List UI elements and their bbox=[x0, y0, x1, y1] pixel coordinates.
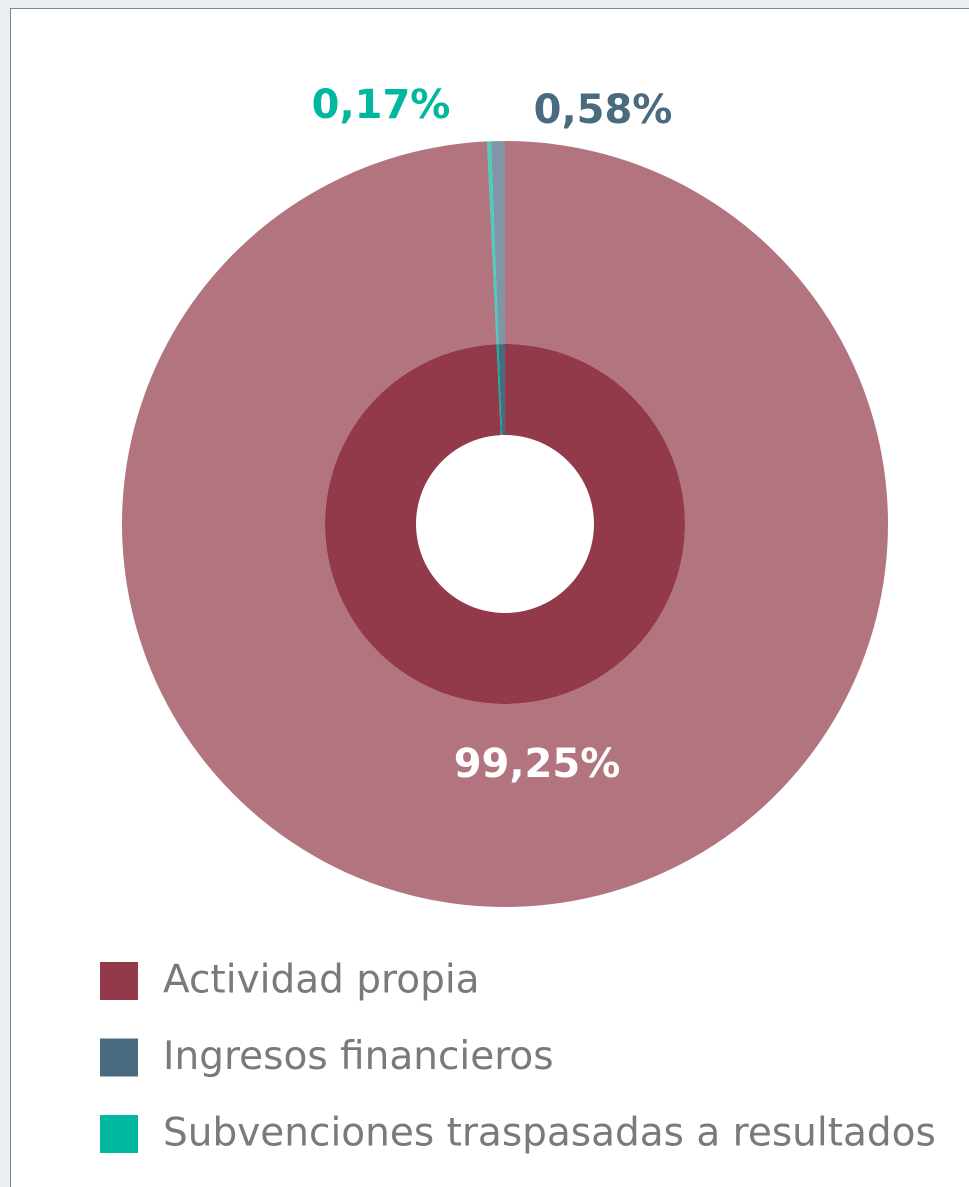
legend-swatch bbox=[100, 962, 138, 1000]
legend-label: Actividad propia bbox=[163, 958, 480, 1003]
data-label: 0,58% bbox=[534, 87, 673, 133]
inner-slice bbox=[496, 344, 502, 436]
data-label: 0,17% bbox=[312, 82, 451, 128]
inner-slice bbox=[498, 344, 505, 436]
outer-slice bbox=[486, 141, 499, 345]
legend-swatch bbox=[100, 1115, 138, 1153]
legend-swatch bbox=[100, 1038, 138, 1077]
outer-slice bbox=[491, 141, 505, 345]
legend-label: Ingresos financieros bbox=[163, 1034, 554, 1079]
inner-slice bbox=[325, 344, 686, 704]
data-label: 99,25% bbox=[454, 741, 621, 787]
legend-label: Subvenciones traspasadas a resultados bbox=[163, 1111, 936, 1156]
outer-slice bbox=[121, 141, 888, 907]
